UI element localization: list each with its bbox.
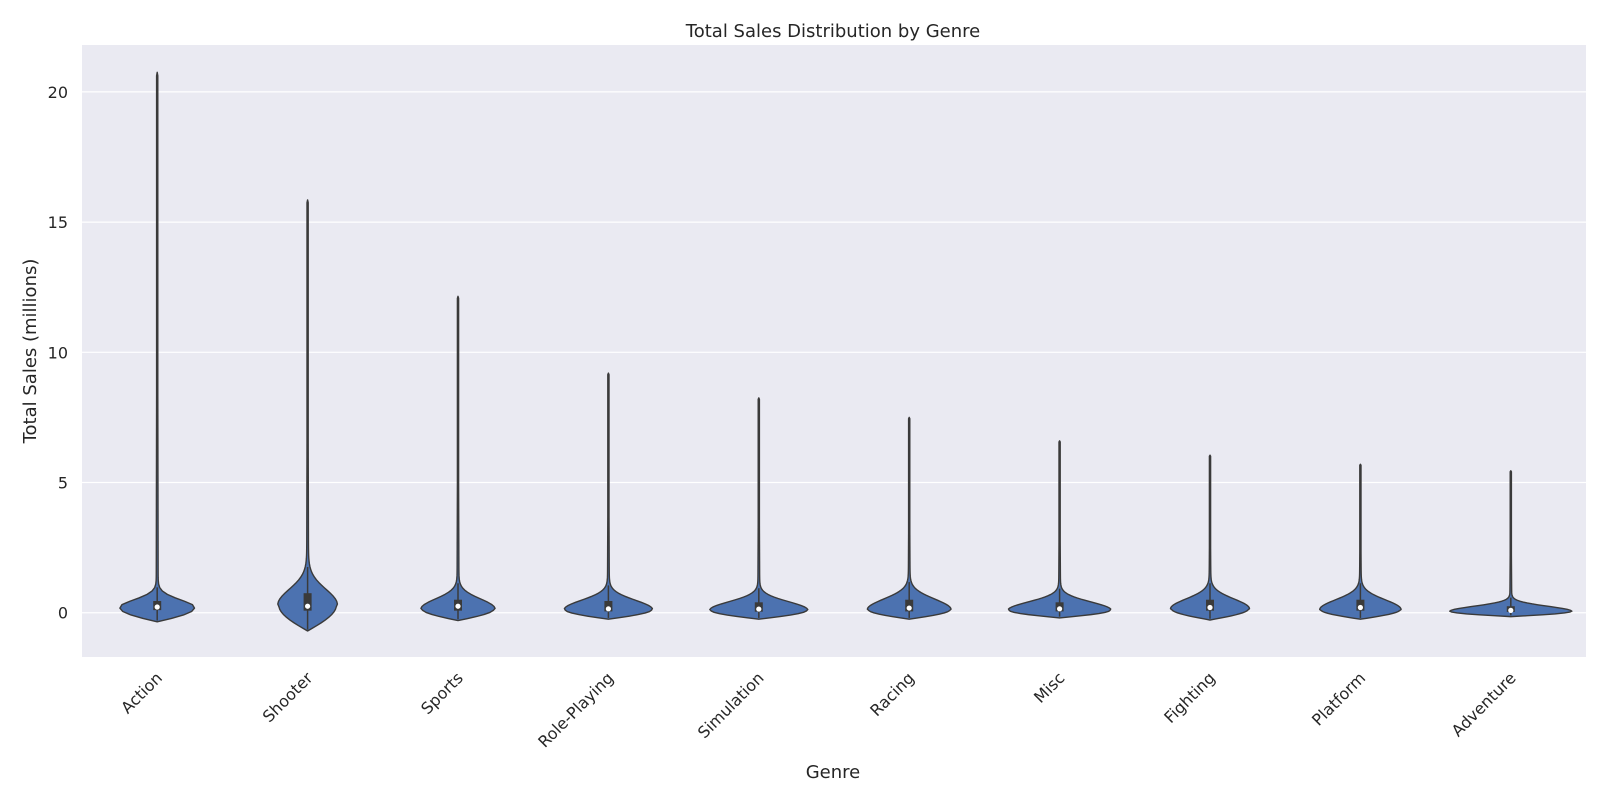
x-axis-label: Genre	[806, 762, 861, 783]
violin-platform	[1319, 463, 1402, 620]
median-dot-misc	[1057, 606, 1063, 612]
y-axis-label: Total Sales (millions)	[20, 259, 41, 445]
median-dot-sports	[455, 603, 461, 609]
x-tick-label-adventure: Adventure	[1448, 668, 1520, 740]
iqr-box-role-playing	[604, 601, 613, 612]
violin-sports	[420, 295, 496, 622]
plot-area	[82, 45, 1586, 657]
median-dot-action	[154, 604, 160, 610]
median-dot-racing	[906, 605, 912, 611]
x-tick-label-fighting: Fighting	[1160, 668, 1219, 727]
chart-title: Total Sales Distribution by Genre	[685, 21, 980, 42]
iqr-box-shooter	[303, 593, 312, 611]
violin-fighting	[1169, 454, 1251, 621]
violin-adventure	[1449, 470, 1573, 618]
median-dot-adventure	[1508, 607, 1514, 613]
violin-action	[119, 71, 196, 623]
x-tick-label-racing: Racing	[866, 668, 918, 720]
violin-shooter	[277, 199, 339, 632]
y-axis-ticks: 0 5 10 15 20	[48, 83, 68, 623]
x-tick-label-sports: Sports	[417, 668, 467, 718]
y-tick-label-5: 5	[58, 474, 68, 493]
violin-role-playing	[563, 372, 654, 620]
y-tick-label-15: 15	[48, 213, 68, 232]
median-dot-fighting	[1207, 604, 1213, 611]
violin-racing	[866, 416, 952, 620]
x-axis-ticks: Action Shooter Sports Role-Playing Simulatio…	[117, 668, 1519, 751]
x-tick-label-action: Action	[117, 668, 166, 717]
median-dot-simulation	[756, 606, 762, 612]
x-tick-label-misc: Misc	[1030, 668, 1068, 706]
y-tick-label-20: 20	[48, 83, 68, 102]
median-dot-shooter	[305, 603, 311, 609]
y-tick-label-10: 10	[48, 343, 68, 362]
y-tick-label-0: 0	[58, 604, 68, 623]
x-tick-label-role-playing: Role-Playing	[534, 668, 617, 751]
median-dot-role-playing	[605, 606, 612, 612]
x-tick-label-simulation: Simulation	[694, 668, 768, 742]
violin-simulation	[709, 397, 809, 620]
violin-misc	[1007, 440, 1112, 619]
violins	[119, 71, 1573, 632]
median-dot-platform	[1357, 604, 1363, 611]
x-tick-label-shooter: Shooter	[259, 668, 317, 726]
x-tick-label-platform: Platform	[1308, 668, 1369, 729]
